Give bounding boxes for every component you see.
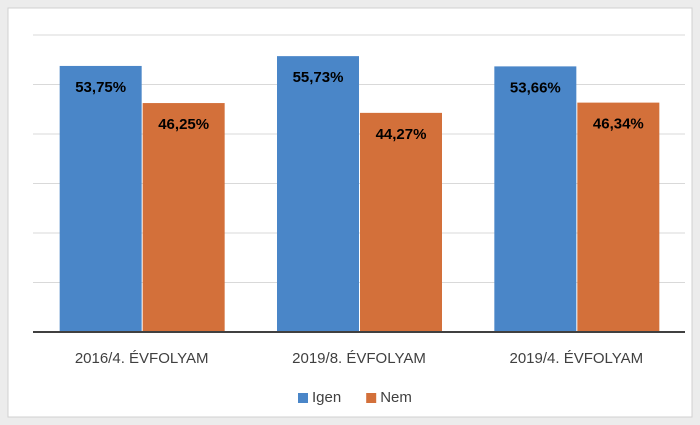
data-label: 53,75% <box>75 79 126 96</box>
x-tick-label: 2016/4. ÉVFOLYAM <box>75 350 209 367</box>
bar <box>577 102 660 332</box>
legend-swatch <box>298 393 308 403</box>
legend-swatch <box>366 393 377 403</box>
bar <box>59 65 142 332</box>
data-label: 55,73% <box>293 69 344 86</box>
data-label: 46,34% <box>593 116 644 133</box>
data-label: 53,66% <box>510 79 561 96</box>
bar <box>277 56 359 332</box>
x-tick-label: 2019/8. ÉVFOLYAM <box>292 350 426 367</box>
data-label: 44,27% <box>376 126 427 143</box>
data-label: 46,25% <box>158 116 209 133</box>
legend-label: Nem <box>380 389 412 406</box>
legend-label: Igen <box>312 389 341 406</box>
bar <box>360 112 442 333</box>
bar <box>142 103 225 332</box>
bar <box>494 66 577 333</box>
x-tick-label: 2019/4. ÉVFOLYAM <box>509 350 643 367</box>
